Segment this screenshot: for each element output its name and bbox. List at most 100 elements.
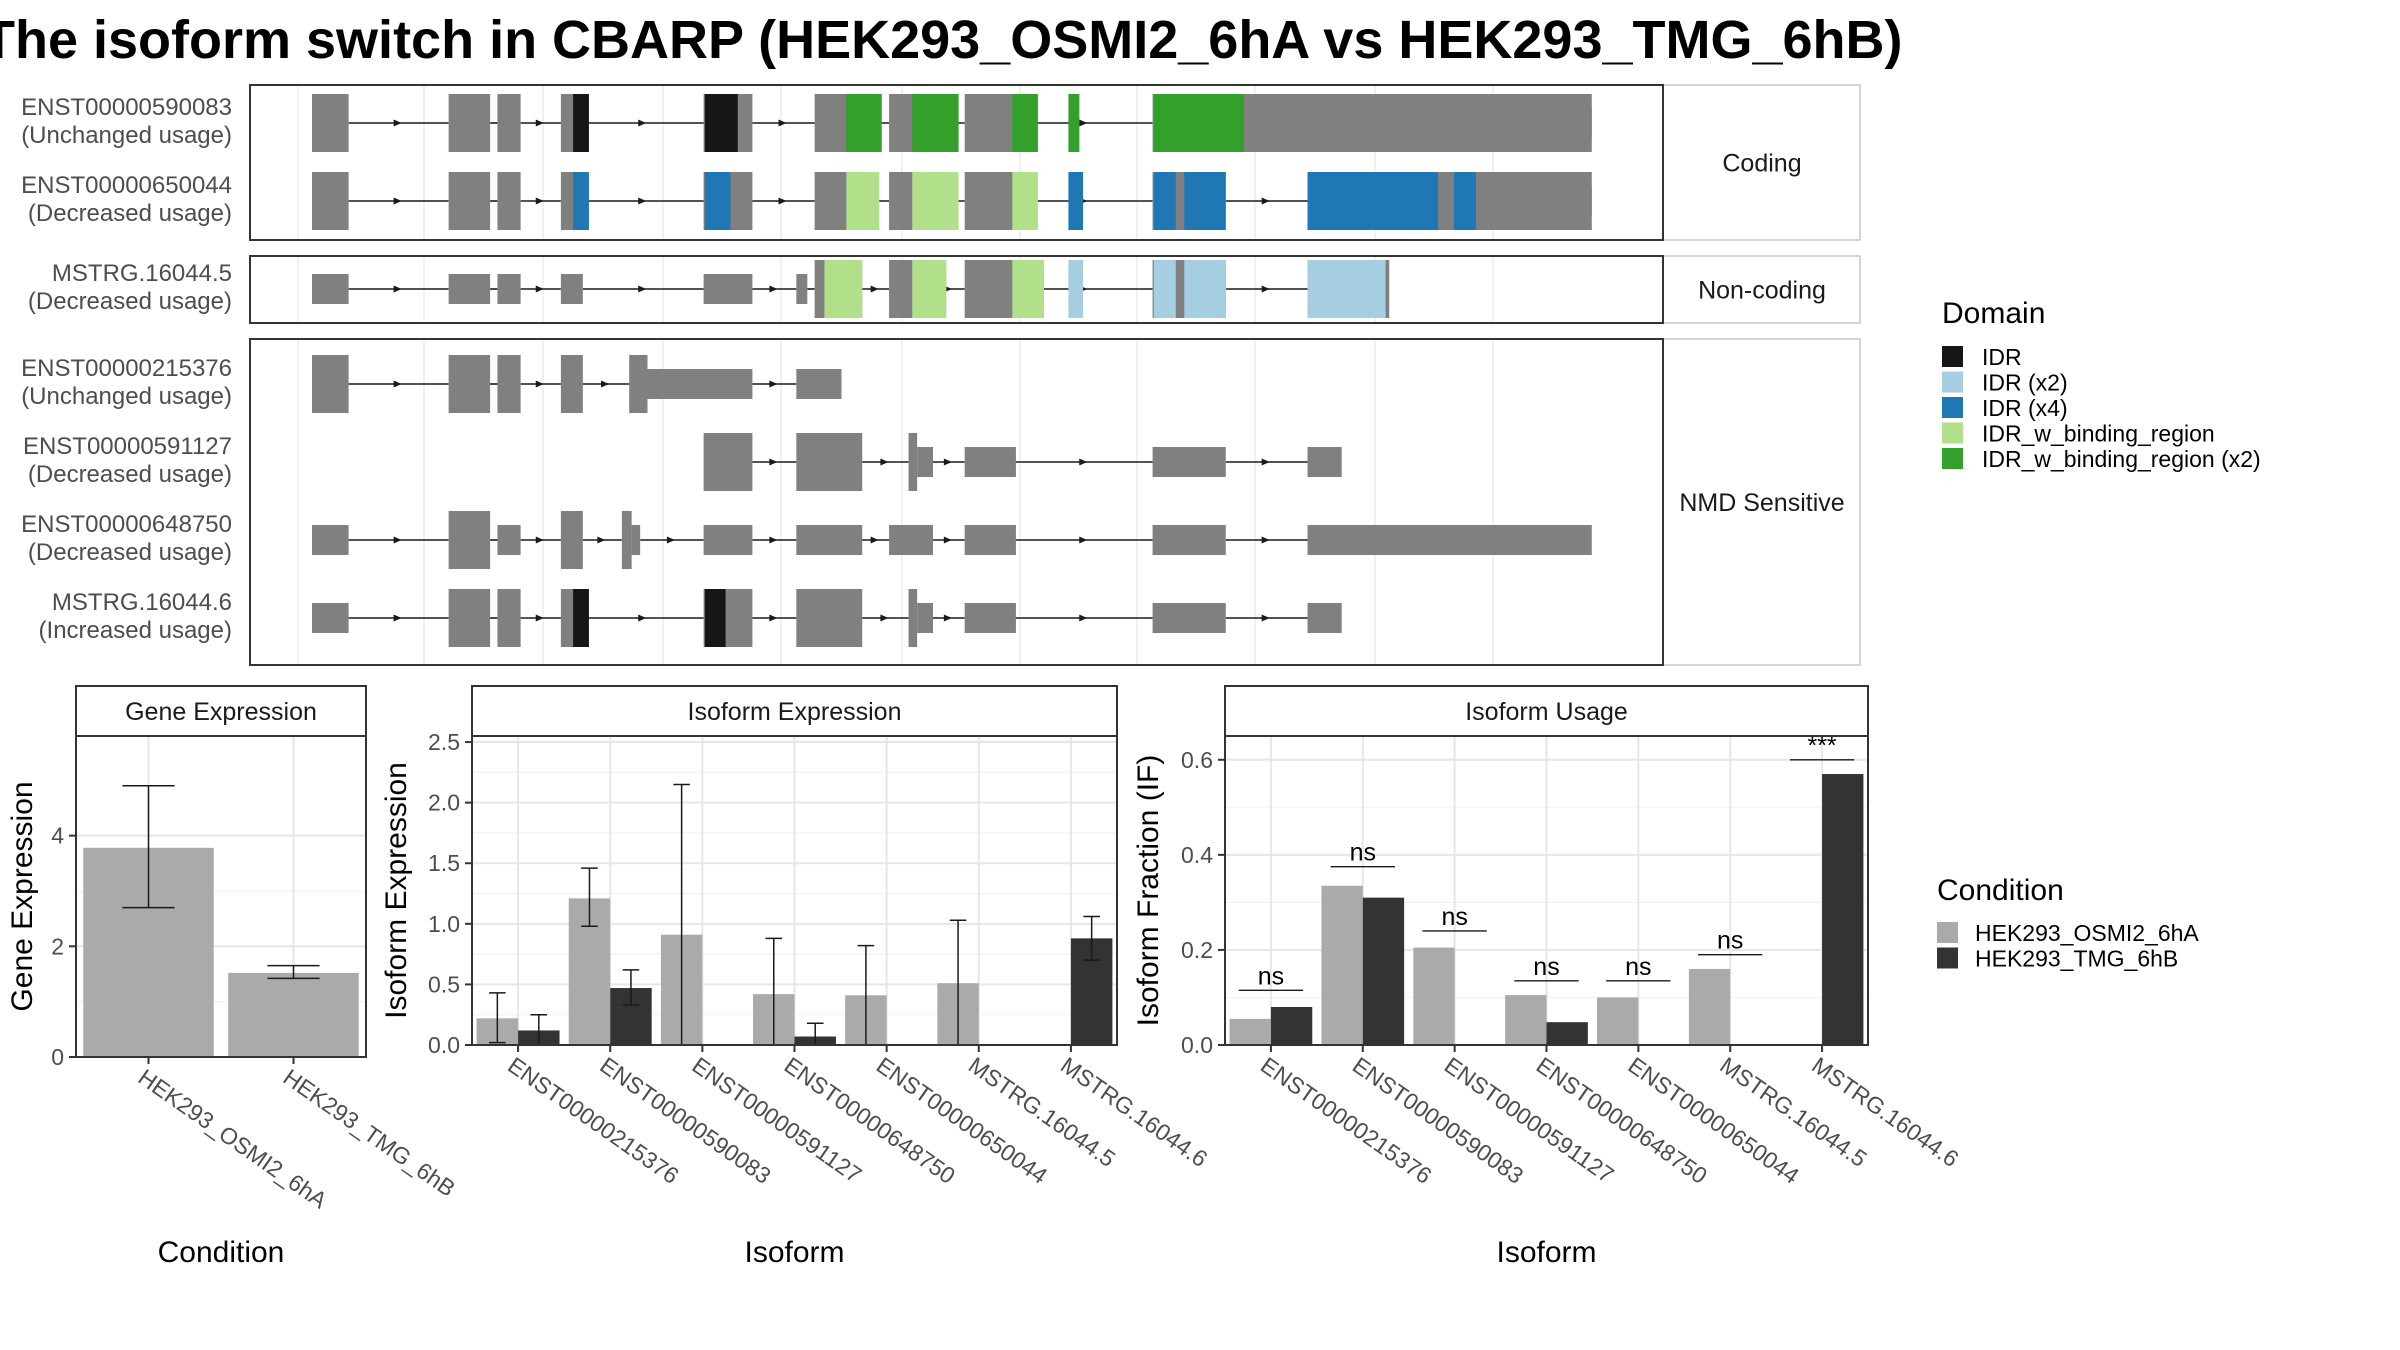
intron-arrow (880, 458, 889, 466)
exon-block (312, 172, 349, 230)
domain-block (573, 589, 589, 647)
intron-arrow (393, 119, 402, 127)
data-bar (1597, 997, 1639, 1045)
isoform-usage-label: (Decreased usage) (28, 288, 232, 315)
intron-arrow (1261, 458, 1270, 466)
y-axis-label: Isoform Fraction (IF) (1132, 755, 1165, 1027)
domain-block (1012, 172, 1038, 230)
domain-block (1153, 94, 1245, 152)
figure-title: The isoform switch in CBARP (HEK293_OSMI… (0, 10, 1903, 70)
exon-block (448, 589, 491, 647)
exon-block (497, 355, 521, 413)
data-bar (1413, 947, 1455, 1045)
y-axis-label: Gene Expression (6, 781, 39, 1011)
intron-arrow (769, 536, 778, 544)
intron-arrow (535, 197, 544, 205)
exon-block (497, 589, 521, 647)
domain-legend-swatch (1942, 397, 1963, 418)
facet-strip (1662, 338, 1861, 666)
facet-strip (1224, 685, 1869, 737)
domain-legend-label: IDR_w_binding_region (x2) (1982, 446, 2261, 472)
condition-legend-label: HEK293_TMG_6hB (1975, 946, 2178, 972)
intron-arrow (393, 380, 402, 388)
intron-arrow (1079, 536, 1088, 544)
chart-title: Gene Expression (125, 698, 317, 726)
isoform-expression-chart: Isoform Expression 0.0 0.5 1.0 1.5 2.0 2.5 ENST… (380, 685, 1212, 1269)
exon-block (964, 94, 1016, 152)
data-bar (1688, 968, 1731, 1045)
x-tick-label: ENST00000650044 (1623, 1052, 1804, 1189)
intron-arrow (778, 119, 787, 127)
isoform-usage-label: (Decreased usage) (28, 539, 232, 566)
domain-block (1184, 172, 1226, 230)
intron-arrow (1261, 536, 1270, 544)
y-tick-label: 0 (51, 1044, 64, 1070)
domain-block (573, 94, 589, 152)
intron-arrow (778, 197, 787, 205)
data-bar (1270, 1006, 1313, 1045)
data-bar (1362, 897, 1405, 1045)
intron-arrow (535, 119, 544, 127)
group-panel-border (249, 84, 1664, 241)
data-bar (1321, 885, 1363, 1045)
intron-arrow (1079, 119, 1088, 127)
y-tick-label: 0.4 (1181, 842, 1213, 868)
isoform-row: ENST00000648750(Decreased usage) (21, 511, 1592, 569)
y-axis-label: Isoform Expression (380, 762, 413, 1019)
y-tick-label: 1.5 (428, 850, 460, 876)
intron-arrow (1079, 458, 1088, 466)
intron-arrow (880, 614, 889, 622)
intron-arrow (769, 380, 778, 388)
exon-block (917, 447, 933, 477)
domain-block (1153, 172, 1176, 230)
exon-block (964, 603, 1016, 633)
domain-block (1012, 94, 1038, 152)
exon-block (647, 369, 753, 399)
exon-block (703, 525, 753, 555)
significance-label: ns (1533, 953, 1559, 981)
exon-block (497, 172, 521, 230)
exon-block (1152, 603, 1226, 633)
chart-title: Isoform Usage (1465, 698, 1628, 726)
data-bar (228, 972, 359, 1057)
x-tick-label: ENST00000215376 (503, 1052, 683, 1189)
isoform-usage-label: (Increased usage) (39, 617, 232, 644)
intron-arrow (769, 614, 778, 622)
x-tick-label: ENST00000590083 (1348, 1052, 1528, 1189)
y-tick-label: 0.6 (1181, 747, 1213, 773)
x-axis-label: Isoform (744, 1236, 844, 1269)
y-tick-label: 0.0 (1181, 1032, 1213, 1058)
isoform-row: ENST00000215376(Unchanged usage) (21, 355, 842, 413)
group-panel-bg (250, 339, 1860, 665)
isoform-row: MSTRG.16044.5(Decreased usage) (28, 260, 1390, 318)
data-bar (1546, 1022, 1588, 1045)
exon-block (448, 172, 491, 230)
intron-arrow (638, 197, 647, 205)
domain-legend-title: Domain (1942, 297, 2045, 330)
isoform-id-label: ENST00000648750 (21, 511, 232, 538)
y-tick-label: 2.0 (428, 790, 460, 816)
y-tick-label: 2.5 (428, 729, 460, 755)
isoform-id-label: MSTRG.16044.5 (52, 260, 232, 287)
intron-arrow (666, 536, 675, 544)
x-tick-label: ENST00000215376 (1256, 1052, 1436, 1189)
intron-arrow (943, 536, 952, 544)
intron-arrow (393, 614, 402, 622)
exon-block (964, 525, 1016, 555)
domain-block (1068, 172, 1084, 230)
intron-arrow (601, 380, 610, 388)
domain-legend-swatch (1942, 448, 1963, 469)
intron-arrow (535, 536, 544, 544)
exon-block (908, 433, 918, 491)
x-tick-label: ENST00000648750 (780, 1052, 960, 1189)
domain-block (912, 94, 959, 152)
intron-arrow (597, 536, 606, 544)
intron-arrow (1261, 614, 1270, 622)
exon-block (964, 447, 1016, 477)
condition-legend-swatch (1937, 922, 1958, 943)
